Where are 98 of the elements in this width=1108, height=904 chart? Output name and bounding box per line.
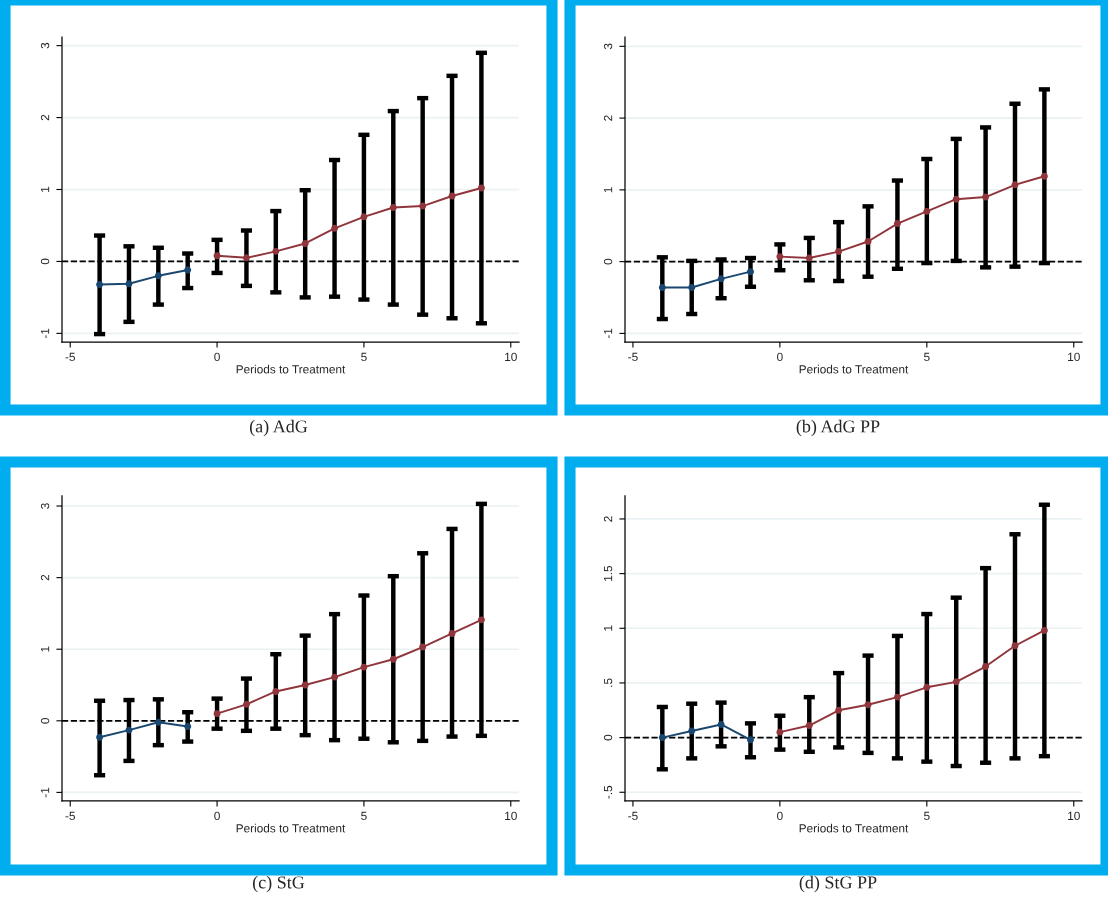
text: (a) AdG bbox=[249, 419, 308, 437]
point bbox=[419, 202, 427, 210]
point bbox=[805, 254, 813, 262]
x-axis-title: Periods to Treatment bbox=[236, 364, 346, 374]
x-tick-label: -5 bbox=[628, 352, 638, 362]
point bbox=[301, 239, 309, 247]
point bbox=[184, 723, 192, 731]
point bbox=[301, 681, 309, 689]
point bbox=[272, 247, 280, 255]
point bbox=[776, 253, 784, 261]
point bbox=[893, 693, 901, 701]
y-tick-label: 1 bbox=[41, 646, 50, 652]
x-tick-label: 10 bbox=[505, 352, 517, 362]
point bbox=[389, 655, 397, 663]
x-tick-label: 10 bbox=[505, 811, 517, 821]
point bbox=[154, 718, 162, 726]
point bbox=[688, 283, 696, 291]
point bbox=[154, 272, 162, 280]
point bbox=[477, 616, 485, 624]
text: (d) StG PP bbox=[799, 875, 877, 893]
point bbox=[658, 283, 666, 291]
y-tick-label: 0 bbox=[40, 258, 50, 265]
point bbox=[242, 254, 250, 262]
x-tick-label: 5 bbox=[361, 352, 367, 362]
y-tick-label: 0 bbox=[603, 258, 613, 265]
point bbox=[389, 204, 397, 211]
point bbox=[864, 701, 872, 709]
y-tick-label: 3 bbox=[40, 42, 50, 49]
x-axis-title: Periods to Treatment bbox=[236, 823, 346, 833]
x-tick-label: 0 bbox=[214, 811, 220, 821]
x-tick-label: 10 bbox=[1068, 352, 1080, 362]
point bbox=[331, 673, 339, 681]
y-tick-label: 3 bbox=[603, 43, 613, 50]
point bbox=[125, 280, 133, 288]
point bbox=[448, 629, 456, 637]
y-tick-label: 1 bbox=[604, 625, 613, 631]
point bbox=[923, 207, 931, 215]
point bbox=[776, 728, 784, 736]
y-tick-label: 1 bbox=[604, 187, 613, 193]
point bbox=[658, 734, 666, 742]
y-tick-label: -1 bbox=[41, 328, 50, 339]
x-tick-label: 5 bbox=[361, 811, 367, 821]
point bbox=[1011, 181, 1019, 189]
point bbox=[952, 678, 960, 686]
point bbox=[688, 727, 696, 735]
x-tick-label: -5 bbox=[628, 811, 638, 821]
point bbox=[835, 248, 843, 256]
text: (b) AdG PP bbox=[796, 419, 880, 437]
point bbox=[805, 722, 813, 730]
point bbox=[717, 721, 725, 728]
point bbox=[923, 683, 931, 691]
y-tick-label: 2 bbox=[603, 115, 613, 121]
point bbox=[213, 252, 221, 260]
point bbox=[96, 733, 104, 741]
y-tick-label: 2 bbox=[40, 114, 50, 121]
x-tick-label: -5 bbox=[65, 352, 75, 362]
y-tick-label: 2 bbox=[40, 574, 50, 581]
x-tick-label: 0 bbox=[214, 352, 220, 362]
y-tick-label: 3 bbox=[40, 503, 50, 509]
text: (c) StG bbox=[252, 875, 305, 893]
x-tick-label: 10 bbox=[1068, 811, 1080, 821]
y-tick-label: -1 bbox=[604, 328, 613, 339]
point bbox=[747, 268, 754, 276]
point bbox=[96, 280, 104, 288]
x-tick-label: 0 bbox=[777, 352, 783, 362]
point bbox=[360, 213, 368, 221]
x-tick-label: 5 bbox=[924, 352, 930, 362]
x-axis-title: Periods to Treatment bbox=[799, 364, 909, 374]
point bbox=[717, 275, 725, 283]
point bbox=[747, 736, 754, 744]
x-tick-label: 0 bbox=[777, 811, 783, 821]
point bbox=[184, 266, 192, 274]
point bbox=[419, 643, 427, 651]
point bbox=[864, 238, 872, 245]
point bbox=[331, 224, 339, 232]
y-tick-label: 2 bbox=[603, 516, 613, 522]
point bbox=[1040, 626, 1048, 634]
point bbox=[272, 687, 280, 695]
y-tick-label: -.5 bbox=[604, 785, 613, 799]
point bbox=[1040, 172, 1048, 180]
point bbox=[1011, 642, 1019, 650]
y-tick-label: 0 bbox=[603, 734, 613, 741]
x-tick-label: 5 bbox=[924, 811, 930, 821]
y-tick-label: -1 bbox=[41, 787, 50, 798]
point bbox=[893, 220, 901, 228]
point bbox=[477, 184, 485, 192]
x-tick-label: -5 bbox=[65, 811, 75, 821]
point bbox=[242, 700, 250, 708]
point bbox=[982, 193, 990, 201]
y-tick-label: 1.5 bbox=[604, 565, 613, 581]
y-tick-label: 1 bbox=[41, 186, 50, 192]
point bbox=[835, 706, 843, 714]
point bbox=[213, 710, 221, 718]
y-tick-label: .5 bbox=[604, 678, 613, 687]
point bbox=[982, 663, 990, 671]
point bbox=[952, 195, 960, 203]
x-axis-title: Periods to Treatment bbox=[799, 823, 909, 833]
y-tick-label: 0 bbox=[40, 717, 50, 724]
